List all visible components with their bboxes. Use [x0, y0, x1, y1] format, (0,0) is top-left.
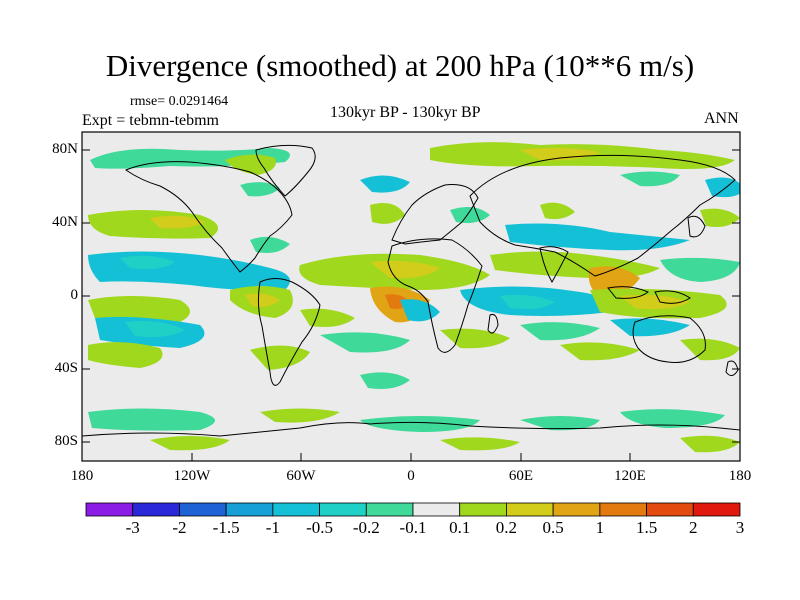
lat-label-80n: 80N — [52, 141, 78, 157]
colorbar-box — [272, 502, 320, 517]
lon-label-0: 0 — [407, 468, 415, 484]
colorbar-label: -0.1 — [399, 518, 427, 537]
lat-label-40s: 40S — [54, 360, 78, 376]
chart-title: Divergence (smoothed) at 200 hPa (10**6 … — [105, 48, 695, 83]
colorbar-box — [506, 502, 554, 517]
coastlines — [82, 144, 740, 437]
lat-label-80s: 80S — [54, 433, 78, 449]
colorbar-label: 0.1 — [449, 518, 471, 537]
axis-ticks — [81, 149, 741, 461]
colorbar-label: -0.5 — [306, 518, 334, 537]
colorbar-box — [412, 502, 461, 517]
colorbar-box — [85, 502, 134, 517]
colorbar-label: 0.2 — [495, 518, 518, 537]
colorbar-label: 1.5 — [635, 518, 658, 537]
colorbar-box — [599, 502, 647, 517]
colorbar-label: -1.5 — [212, 518, 240, 537]
colorbar-box — [319, 502, 367, 517]
colorbar-label: 2 — [689, 518, 698, 537]
colorbar-label: 3 — [735, 518, 745, 537]
lon-label-60e: 60E — [508, 468, 534, 484]
colorbar-box — [552, 502, 601, 517]
lon-label-120e: 120E — [614, 468, 646, 484]
divergence-contours — [88, 142, 740, 453]
lon-label-180-east: 180 — [728, 468, 752, 484]
lat-label-40n: 40N — [52, 214, 78, 230]
lon-label-120w: 120W — [173, 468, 211, 484]
colorbar-label: 0.5 — [542, 518, 564, 537]
colorbar-label: -3 — [125, 518, 140, 537]
colorbar-box — [365, 502, 414, 517]
colorbar-box — [692, 502, 741, 517]
colorbar-label: -2 — [172, 518, 187, 537]
colorbar-label: -1 — [265, 518, 280, 537]
colorbar-label: -0.2 — [352, 518, 380, 537]
experiment-label: Expt = tebmn-tebmm — [82, 112, 219, 129]
colorbar-box — [179, 502, 227, 517]
period-subtitle: 130kyr BP - 130kyr BP — [330, 104, 481, 121]
rmse-label: rmse= 0.0291464 — [130, 94, 229, 109]
lon-label-60w: 60W — [286, 468, 316, 484]
colorbar-label: 1 — [595, 518, 605, 537]
lat-label-equator: 0 — [70, 287, 79, 303]
colorbar-box — [459, 502, 507, 517]
colorbar-box — [646, 502, 694, 517]
colorbar-box — [132, 502, 180, 517]
averaging-period: ANN — [704, 110, 739, 127]
lon-label-180-west: 180 — [70, 468, 94, 484]
colorbar-box — [225, 502, 274, 517]
